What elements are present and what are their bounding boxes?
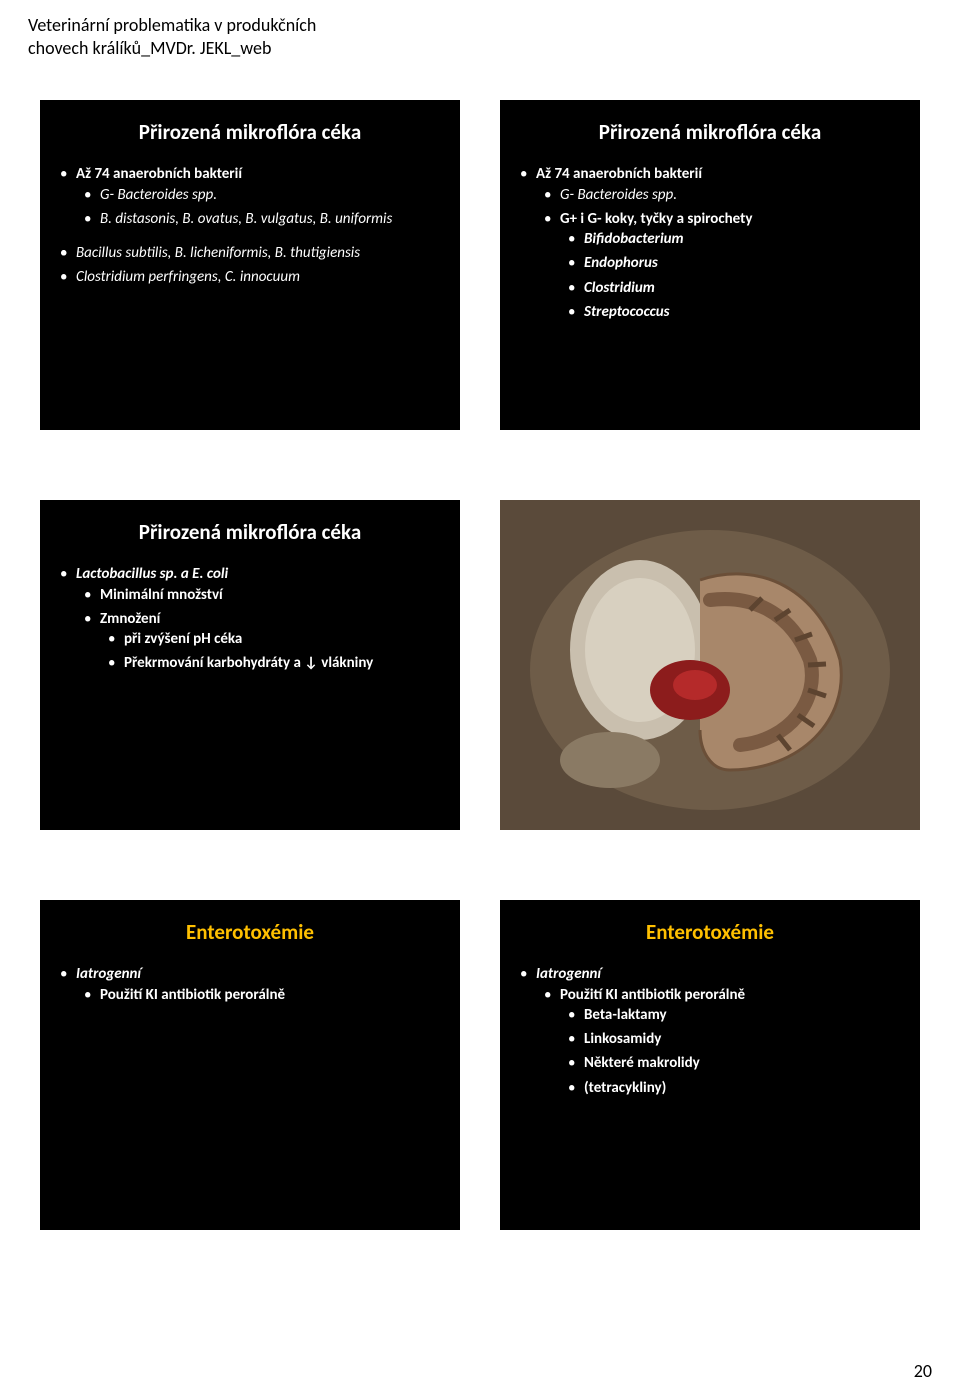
- s2-b1b2: Endophorus: [560, 253, 908, 273]
- page-header: Veterinární problematika v produkčních c…: [28, 14, 316, 61]
- s6-b1a: Použití KI antibiotik perorálně Beta-lak…: [536, 985, 908, 1098]
- s2-b1b: G+ i G- koky, tyčky a spirochety Bifidob…: [536, 209, 908, 322]
- slide-5-title: Enterotoxémie: [52, 918, 448, 946]
- slide-2: Přirozená mikroflóra céka Až 74 anaerobn…: [500, 100, 920, 430]
- s3-b1b2: Překrmování karbohydráty a ↓ vlákniny: [100, 653, 448, 673]
- s2-b1b4: Streptococcus: [560, 302, 908, 322]
- s6-b1a4: (tetracykliny): [560, 1078, 908, 1098]
- s1-b1a: G- Bacteroides spp.: [76, 185, 448, 205]
- slide-2-title: Přirozená mikroflóra céka: [512, 118, 908, 146]
- slide-4-image: [500, 500, 920, 830]
- s1-b3: Clostridium perfringens, C. innocuum: [52, 267, 448, 287]
- s1-b1: Až 74 anaerobních bakterií G- Bacteroide…: [52, 164, 448, 229]
- anatomy-image: [500, 500, 920, 830]
- slide-1-title: Přirozená mikroflóra céka: [52, 118, 448, 146]
- slide-6-title: Enterotoxémie: [512, 918, 908, 946]
- s2-b1b3: Clostridium: [560, 278, 908, 298]
- s2-b1: Až 74 anaerobních bakterií G- Bacteroide…: [512, 164, 908, 322]
- s2-b1a: G- Bacteroides spp.: [536, 185, 908, 205]
- s6-b1a2: Linkosamidy: [560, 1029, 908, 1049]
- slides-grid: Přirozená mikroflóra céka Až 74 anaerobn…: [40, 100, 920, 1230]
- s6-b1a3: Některé makrolidy: [560, 1053, 908, 1073]
- s1-b1b: B. distasonis, B. ovatus, B. vulgatus, B…: [76, 209, 448, 229]
- slide-5: Enterotoxémie Iatrogenní Použití KI anti…: [40, 900, 460, 1230]
- s5-b1a: Použití KI antibiotik perorálně: [76, 985, 448, 1005]
- slide-3-title: Přirozená mikroflóra céka: [52, 518, 448, 546]
- slide-3: Přirozená mikroflóra céka Lactobacillus …: [40, 500, 460, 830]
- s2-b1b1: Bifidobacterium: [560, 229, 908, 249]
- slide-6: Enterotoxémie Iatrogenní Použití KI anti…: [500, 900, 920, 1230]
- header-line2: chovech králíků_MVDr. JEKL_web: [28, 37, 316, 60]
- header-line1: Veterinární problematika v produkčních: [28, 14, 316, 37]
- s3-b1: Lactobacillus sp. a E. coli Minimální mn…: [52, 564, 448, 673]
- s3-b1b1: při zvýšení pH céka: [100, 629, 448, 649]
- page-number: 20: [914, 1360, 932, 1382]
- s5-b1: Iatrogenní Použití KI antibiotik perorál…: [52, 964, 448, 1005]
- s3-b1a: Minimální množství: [76, 585, 448, 605]
- slide-1: Přirozená mikroflóra céka Až 74 anaerobn…: [40, 100, 460, 430]
- s3-b1b: Zmnožení při zvýšení pH céka Překrmování…: [76, 609, 448, 674]
- s6-b1: Iatrogenní Použití KI antibiotik perorál…: [512, 964, 908, 1098]
- s1-b2: Bacillus subtilis, B. licheniformis, B. …: [52, 243, 448, 263]
- s6-b1a1: Beta-laktamy: [560, 1005, 908, 1025]
